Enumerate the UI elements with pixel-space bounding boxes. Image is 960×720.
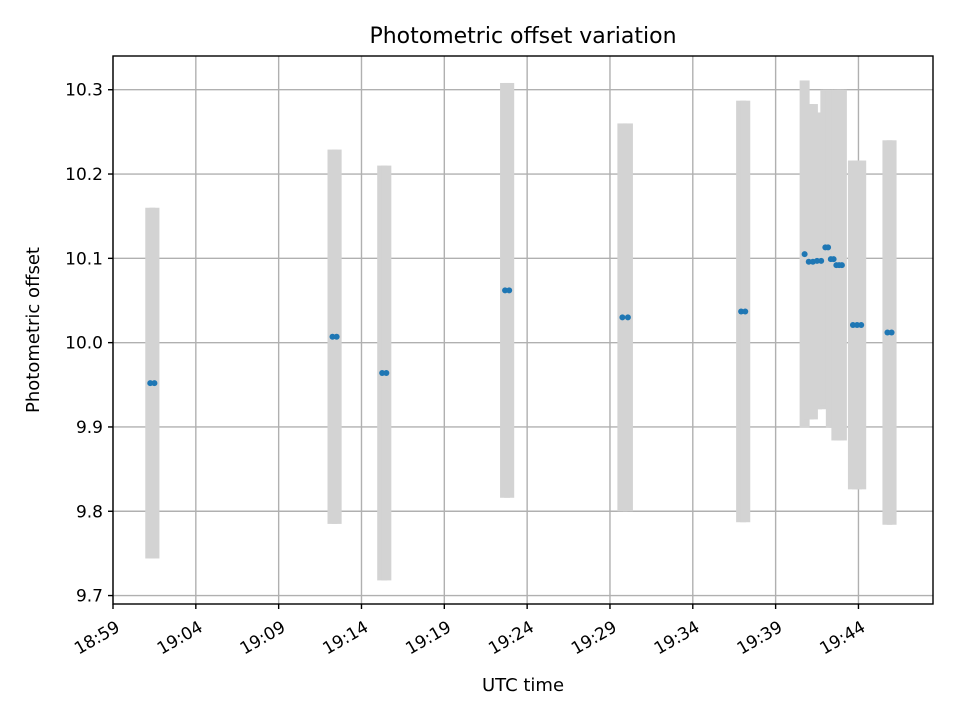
data-points [147, 244, 895, 387]
data-point [884, 329, 891, 336]
y-tick-label: 10.2 [65, 165, 103, 185]
chart-title: Photometric offset variation [369, 24, 676, 49]
data-point [801, 251, 808, 258]
data-point [818, 257, 825, 264]
y-tick-label: 9.8 [76, 502, 103, 522]
data-point [838, 262, 845, 269]
data-point [151, 380, 158, 387]
data-point [849, 321, 856, 328]
y-tick-label: 10.1 [65, 249, 103, 269]
y-axis-label: Photometric offset [23, 247, 44, 413]
data-point [854, 321, 861, 328]
y-tick-label: 9.9 [76, 418, 103, 438]
data-point [814, 257, 821, 264]
x-axis-label: UTC time [482, 675, 564, 696]
data-point [506, 287, 513, 294]
data-point [858, 321, 865, 328]
data-point [742, 308, 749, 315]
y-tick-label: 10.0 [65, 334, 103, 354]
data-point [329, 333, 336, 340]
data-point [379, 369, 386, 376]
y-tick-label: 9.7 [76, 587, 103, 607]
data-point [383, 369, 390, 376]
y-tick-label: 10.3 [65, 81, 103, 101]
data-point [888, 329, 895, 336]
data-point [825, 244, 832, 251]
data-point [738, 308, 745, 315]
y-axis-ticks: 9.7 9.8 9.9 10.0 10.1 10.2 10.3 [65, 81, 113, 607]
data-point [805, 258, 812, 265]
data-point [147, 380, 154, 387]
data-point [624, 314, 631, 321]
data-point [619, 314, 626, 321]
data-point [502, 287, 509, 294]
plot-frame [112, 55, 934, 605]
data-point [830, 256, 837, 263]
data-point [333, 333, 340, 340]
